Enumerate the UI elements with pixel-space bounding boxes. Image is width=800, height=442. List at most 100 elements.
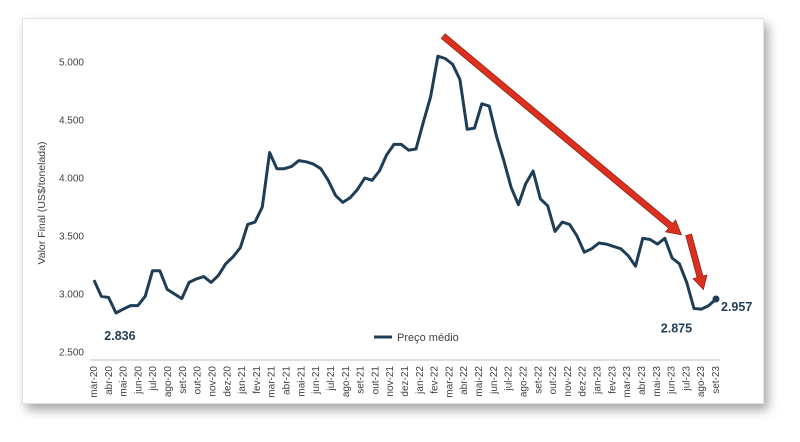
x-tick-label: dez-21 xyxy=(400,366,411,397)
data-point xyxy=(422,121,424,123)
price-line-chart: 2.500 3.000 3.500 4.000 4.500 5.000 Valor Fin… xyxy=(36,33,752,398)
chart-card: 2.500 3.000 3.500 4.000 4.500 5.000 Valor Fin… xyxy=(22,18,764,404)
y-tick-label: 4.000 xyxy=(59,174,84,185)
trend-arrow-long xyxy=(440,33,683,236)
x-tick-label: jun-21 xyxy=(311,366,322,395)
x-tick-label: jul-20 xyxy=(148,366,159,392)
data-point xyxy=(290,165,292,167)
data-point xyxy=(107,296,109,298)
x-tick-label: jan-22 xyxy=(415,366,426,395)
data-point xyxy=(598,242,600,244)
data-point xyxy=(554,230,556,232)
x-tick-label: mai-22 xyxy=(474,366,485,397)
data-point xyxy=(246,223,248,225)
data-point xyxy=(539,198,541,200)
x-tick-label: jan-21 xyxy=(237,366,248,395)
data-point xyxy=(386,154,388,156)
x-tick-label: out-21 xyxy=(370,366,381,395)
x-tick-label: mai-21 xyxy=(296,366,307,397)
data-point xyxy=(393,143,395,145)
x-tick-label: set-23 xyxy=(711,366,722,394)
x-tick-label: dez-20 xyxy=(222,366,233,397)
trend-arrows xyxy=(440,33,708,291)
data-point xyxy=(268,151,270,153)
data-point xyxy=(305,161,307,163)
x-tick-label: out-20 xyxy=(193,366,204,395)
data-point xyxy=(400,143,402,145)
x-tick-label: jun-23 xyxy=(667,366,678,395)
data-point xyxy=(707,304,709,306)
data-point xyxy=(525,183,527,185)
data-point xyxy=(129,304,131,306)
data-point xyxy=(93,279,95,281)
data-point xyxy=(700,308,702,310)
data-point xyxy=(671,257,673,259)
x-tick-label: abr-23 xyxy=(637,366,648,395)
data-point xyxy=(181,297,183,299)
data-point xyxy=(656,243,658,245)
data-point xyxy=(364,177,366,179)
x-tick-label: jul-21 xyxy=(326,366,337,392)
data-point xyxy=(510,186,512,188)
data-point xyxy=(568,223,570,225)
data-point xyxy=(327,179,329,181)
x-tick-label: ago-23 xyxy=(696,366,707,398)
data-point xyxy=(122,308,124,310)
x-tick-label: abr-20 xyxy=(104,366,115,395)
x-tick-label: nov-22 xyxy=(563,366,574,397)
data-point xyxy=(217,274,219,276)
x-tick-label: mar-20 xyxy=(89,366,100,398)
data-point xyxy=(429,96,431,98)
y-tick-label: 3.000 xyxy=(59,290,84,301)
x-tick-label: ago-22 xyxy=(518,366,529,398)
data-point xyxy=(583,251,585,253)
y-tick-label: 2.500 xyxy=(59,348,84,359)
data-point xyxy=(488,105,490,107)
trend-arrow-short xyxy=(685,233,708,291)
data-point xyxy=(686,281,688,283)
x-tick-label: mar-23 xyxy=(622,366,633,398)
x-tick-label: ago-21 xyxy=(341,366,352,398)
legend: Preço médio xyxy=(374,332,459,344)
data-point xyxy=(100,295,102,297)
x-tick-label: dez-22 xyxy=(578,366,589,397)
data-point xyxy=(320,168,322,170)
data-point xyxy=(451,63,453,65)
data-point xyxy=(298,159,300,161)
series-points xyxy=(93,57,720,310)
data-point xyxy=(466,128,468,130)
data-annotations: 2.836 2.875 2.957 xyxy=(104,300,752,343)
data-point xyxy=(444,57,446,59)
data-point xyxy=(517,203,519,205)
x-tick-label: fev-22 xyxy=(430,366,441,394)
data-point xyxy=(612,245,614,247)
y-axis-title: Valor Final (US$/tonelada) xyxy=(36,142,48,265)
x-tick-label: fev-21 xyxy=(252,366,263,394)
value-annotation: 2.836 xyxy=(104,329,135,343)
legend-label: Preço médio xyxy=(397,332,459,344)
data-point xyxy=(532,170,534,172)
data-point xyxy=(561,221,563,223)
data-point xyxy=(173,293,175,295)
x-tick-label: set-22 xyxy=(533,366,544,394)
x-tick-label: jun-22 xyxy=(489,366,500,395)
y-tick-label: 3.500 xyxy=(59,232,84,243)
data-point xyxy=(378,170,380,172)
x-tick-label: set-20 xyxy=(178,366,189,394)
series-line-preco-medio xyxy=(92,54,718,315)
data-point xyxy=(495,135,497,137)
x-tick-label: out-22 xyxy=(548,366,559,395)
last-point-marker xyxy=(712,295,720,303)
data-point xyxy=(334,194,336,196)
y-tick-label: 4.500 xyxy=(59,116,84,127)
x-tick-label: set-21 xyxy=(356,366,367,394)
x-tick-label: nov-20 xyxy=(207,366,218,397)
data-point xyxy=(283,168,285,170)
x-tick-label: fev-23 xyxy=(607,366,618,394)
data-point xyxy=(144,295,146,297)
data-point xyxy=(693,307,695,309)
data-point xyxy=(239,246,241,248)
x-tick-label: mai-20 xyxy=(119,366,130,397)
x-tick-label: jul-23 xyxy=(681,366,692,392)
data-point xyxy=(678,263,680,265)
